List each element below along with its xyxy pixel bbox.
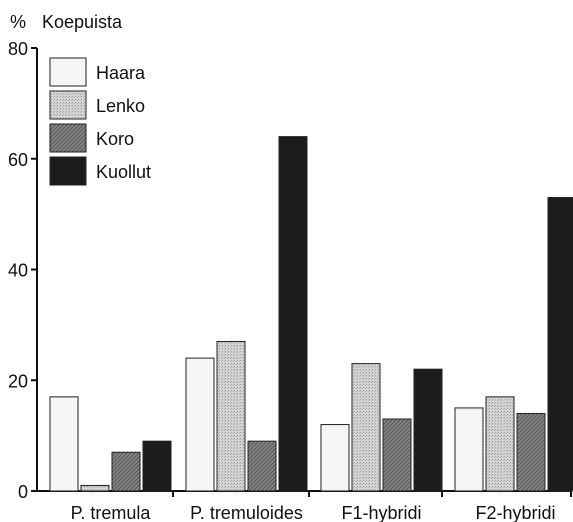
bar-haara-f2-hybridi — [454, 407, 484, 492]
y-tick-label: 80 — [8, 39, 28, 59]
bar-lenko-p-tremuloides — [216, 340, 246, 492]
legend-label-koro: Koro — [96, 129, 134, 149]
bar-lenko-p-tremula — [80, 484, 110, 492]
y-axis-title: Koepuista — [42, 12, 123, 32]
bar-koro-p-tremuloides — [247, 440, 277, 492]
bar-lenko-f1-hybridi — [351, 363, 381, 492]
legend-label-lenko: Lenko — [96, 96, 145, 116]
bar-koro-f1-hybridi — [382, 418, 412, 492]
bar-kuollut-p-tremula — [142, 440, 172, 492]
legend-swatch-koro — [49, 123, 87, 153]
bar-kuollut-p-tremuloides — [278, 136, 308, 492]
y-tick-label: 0 — [18, 482, 28, 502]
bar-haara-p-tremula — [49, 396, 79, 492]
legend-label-haara: Haara — [96, 63, 146, 83]
bar-haara-p-tremuloides — [185, 357, 215, 492]
y-tick-label: 60 — [8, 150, 28, 170]
x-tick-label: F1-hybridi — [341, 503, 421, 522]
legend-swatch-lenko — [49, 90, 87, 120]
y-tick-label: 20 — [8, 371, 28, 391]
legend: Haara Lenko Koro Kuollut — [49, 57, 151, 186]
x-tick-label: F2-hybridi — [475, 503, 555, 522]
bar-haara-f1-hybridi — [320, 424, 350, 492]
legend-swatch-kuollut — [49, 156, 87, 186]
bar-koro-f2-hybridi — [516, 412, 546, 492]
legend-swatch-haara — [49, 57, 87, 87]
x-axis-ticks: P. tremula P. tremuloides F1-hybridi F2-hyb… — [71, 491, 572, 522]
bar-koro-p-tremula — [111, 451, 141, 492]
y-tick-label: 40 — [8, 261, 28, 281]
y-axis-ticks: 0 20 40 60 80 — [8, 39, 37, 502]
x-tick-label: P. tremula — [71, 503, 152, 522]
bar-kuollut-f1-hybridi — [413, 368, 443, 492]
legend-label-kuollut: Kuollut — [96, 162, 151, 182]
x-tick-label: P. tremuloides — [190, 503, 303, 522]
bar-kuollut-f2-hybridi — [547, 197, 573, 492]
y-axis-unit: % — [10, 12, 26, 32]
bars — [49, 136, 573, 492]
bar-lenko-f2-hybridi — [485, 396, 515, 492]
